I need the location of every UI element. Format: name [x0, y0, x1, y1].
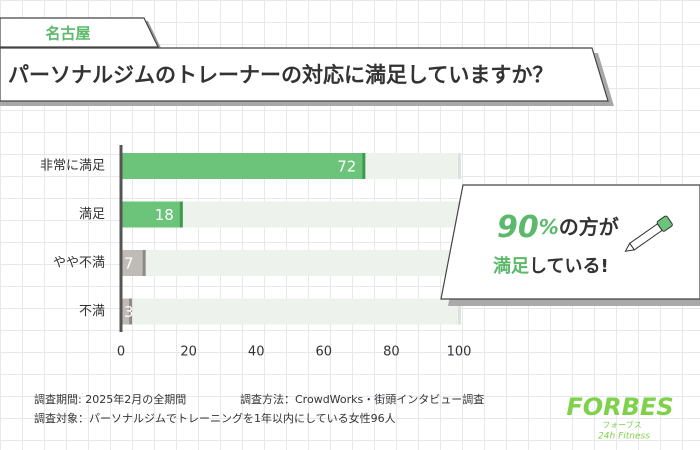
pen-icon: [624, 215, 673, 252]
logo-name: FORBES: [566, 393, 673, 421]
x-tick-label: 20: [180, 345, 197, 360]
bar: [121, 298, 132, 325]
bar-track: [121, 298, 459, 325]
bar: [121, 250, 145, 276]
region-label: 名古屋: [45, 25, 90, 43]
x-tick-label: 0: [117, 345, 125, 360]
footnote-period: 調査期間: 2025年2月の全期間: [34, 392, 186, 406]
y-tick-label: 非常に満足: [40, 159, 105, 174]
bar-cap: [129, 298, 133, 325]
callout-number: 90%の方が: [497, 210, 619, 245]
title-banner: [0, 47, 609, 102]
bar-cap: [142, 250, 146, 276]
bar-cap: [179, 201, 183, 228]
value-label: 3: [124, 303, 134, 321]
bar-cap: [362, 153, 366, 179]
chart-title: パーソナルジムのトレーナーの対応に満足していますか？: [8, 63, 553, 87]
value-label: 7: [124, 255, 134, 273]
bar: [121, 201, 182, 228]
value-label: 18: [155, 206, 174, 224]
footnote-method: 調査方法：CrowdWorks・街頭インタビュー調査: [240, 392, 484, 406]
plot: 0 20 40 60 80 100 非常に満足 72 満足 18 やや不満 7 不満 3: [40, 145, 471, 360]
callout-box: [440, 184, 700, 300]
value-label: 72: [337, 158, 356, 176]
callout-line2: 満足している!: [493, 255, 609, 277]
x-tick-label: 100: [447, 345, 472, 360]
x-tick-label: 80: [383, 345, 400, 360]
x-tick-label: 40: [248, 345, 265, 360]
y-tick-label: 満足: [79, 207, 105, 222]
region-tag: [0, 17, 159, 48]
logo-sub: 24h Fitness: [598, 432, 650, 442]
bar: [121, 153, 365, 179]
y-tick-label: 不満: [79, 304, 105, 319]
bar-track-cap: [458, 298, 461, 325]
footnote-subject: 調査対象：パーソナルジムでトレーニングを1年以内にしている女性96人: [34, 411, 396, 425]
x-tick-label: 60: [316, 345, 333, 360]
y-tick-label: やや不満: [53, 256, 105, 271]
bar-track: [121, 250, 459, 276]
bar-track-cap: [458, 153, 461, 179]
logo-kana: フォーブス: [602, 420, 642, 430]
